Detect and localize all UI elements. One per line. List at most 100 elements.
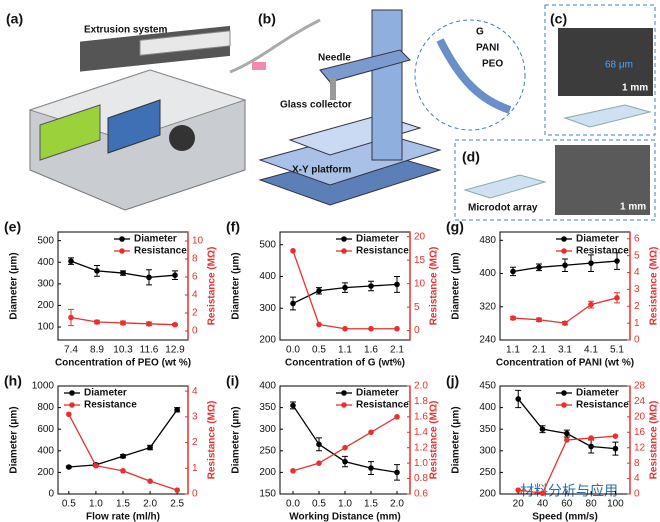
marker (120, 453, 126, 460)
marker (368, 429, 374, 436)
x-tick-label: 0.5 (312, 345, 326, 356)
panel-label: (b) (258, 11, 276, 27)
legend-label: Diameter (134, 234, 177, 245)
y2-tick-label: 10 (414, 278, 426, 289)
x-tick-label: 1.1 (506, 345, 520, 356)
label: PANI (476, 43, 499, 54)
label: 68 μm (605, 60, 633, 71)
y2-tick-label: 6 (634, 233, 640, 244)
y-tick-label: 1000 (32, 381, 55, 392)
marker (146, 274, 152, 281)
panel-label: (d) (462, 149, 480, 165)
x-tick-label: 0.0 (286, 345, 300, 356)
marker (68, 258, 74, 264)
y2-tick-label: 1.0 (414, 458, 428, 469)
marker (94, 268, 100, 274)
x-tick-label: 0.5 (62, 499, 76, 510)
marker (588, 301, 594, 308)
panel-label: (e) (4, 219, 21, 235)
legend-marker (119, 248, 125, 254)
legend-label: Resistance (576, 400, 629, 411)
marker (342, 444, 348, 451)
x-tick-label: 1.1 (338, 345, 352, 356)
legend-marker (341, 236, 347, 242)
marker (174, 487, 180, 493)
series-line (68, 413, 178, 491)
label: G (476, 27, 484, 38)
marker (394, 281, 400, 288)
label: X-Y platform (292, 165, 351, 176)
y2-axis-label: Resistance (MΩ) (207, 247, 218, 326)
legend-marker (341, 390, 347, 396)
x-axis-label: Concentration of G (wt%) (285, 358, 405, 369)
y2-tick-label: 1 (634, 318, 640, 329)
x-tick-label: 2.5 (170, 499, 184, 510)
marker (316, 321, 322, 328)
sem-c (544, 4, 656, 136)
marker (368, 283, 374, 289)
legend-label: Resistance (576, 246, 629, 257)
legend-marker (561, 390, 567, 396)
y-tick-label: 300 (479, 445, 496, 456)
sem-d (454, 139, 656, 221)
marker (588, 260, 594, 266)
marker (394, 469, 400, 476)
marker (562, 262, 568, 269)
x-tick-label: 12.9 (165, 345, 185, 356)
x-tick-label: 1.0 (338, 499, 352, 510)
y-tick-label: 480 (479, 235, 496, 246)
y2-tick-label: 2 (192, 437, 198, 448)
y-tick-label: 400 (37, 257, 54, 268)
legend-marker (69, 390, 75, 396)
y-tick-label: 200 (37, 467, 54, 478)
x-axis-label: Flow rate (ml/h) (86, 512, 160, 522)
x-tick-label: 10.3 (113, 345, 133, 356)
y-tick-label: 400 (37, 445, 54, 456)
marker (510, 268, 516, 275)
legend-marker (561, 236, 567, 242)
panel-label: (h) (4, 373, 22, 389)
y2-tick-label: 16 (634, 427, 646, 438)
legend-marker (561, 402, 567, 408)
y2-tick-label: 0 (192, 489, 198, 500)
y-tick-label: 200 (479, 489, 496, 500)
marker (564, 437, 570, 443)
y-tick-label: 600 (37, 424, 54, 435)
x-tick-label: 8.9 (90, 345, 104, 356)
marker (290, 402, 296, 409)
x-tick-label: 20 (513, 499, 525, 510)
marker (120, 468, 126, 474)
y2-tick-label: 8 (634, 458, 640, 469)
x-tick-label: 2.0 (143, 499, 157, 510)
x-tick-label: 2.1 (390, 345, 404, 356)
y2-tick-label: 1.2 (414, 442, 428, 453)
y2-axis-label: Resistance (MΩ) (649, 247, 660, 326)
y2-tick-label: 20 (634, 411, 646, 422)
y-axis-label: Diameter (μm) (451, 406, 462, 473)
y2-tick-label: 2 (192, 308, 198, 319)
y2-tick-label: 3 (192, 411, 198, 422)
marker (94, 319, 100, 325)
y2-axis-label: Resistance (MΩ) (207, 401, 218, 480)
y-tick-label: 400 (259, 381, 276, 392)
y2-tick-label: 0 (192, 326, 198, 337)
marker (174, 406, 180, 413)
marker (539, 490, 546, 497)
panel-label: (j) (446, 373, 459, 389)
y-tick-label: 300 (37, 278, 54, 289)
x-tick-label: 3.1 (558, 345, 572, 356)
marker (564, 430, 570, 437)
y-tick-label: 320 (479, 301, 496, 312)
x-tick-label: 1.5 (364, 499, 378, 510)
y2-tick-label: 3 (634, 284, 640, 295)
marker (172, 272, 178, 279)
marker (290, 468, 296, 474)
marker (66, 464, 72, 470)
y2-tick-label: 0 (634, 489, 640, 500)
y-tick-label: 200 (259, 467, 276, 478)
x-tick-label: 60 (561, 499, 573, 510)
legend-label: Resistance (134, 246, 187, 257)
y2-tick-label: 0 (634, 335, 640, 346)
marker (614, 295, 620, 301)
y2-tick-label: 1.8 (414, 396, 428, 407)
